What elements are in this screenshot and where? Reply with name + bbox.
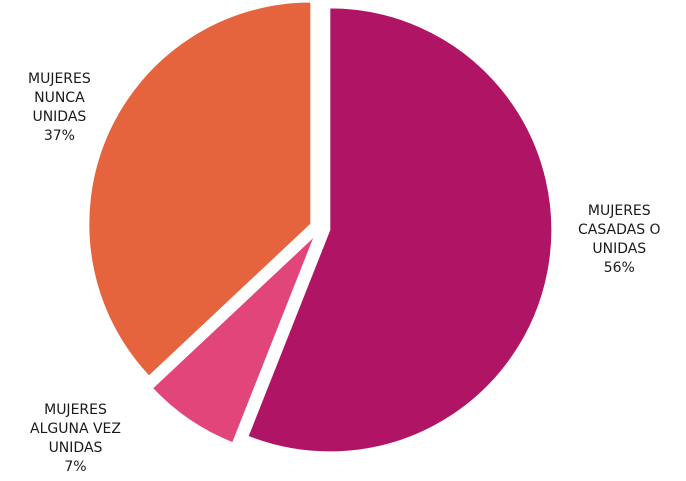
pie-slice-alguna-vez (151, 235, 315, 444)
slice-percent-label: 56% (603, 260, 635, 276)
slice-label-line: UNIDAS (32, 109, 87, 125)
slice-label-line: MUJERES (28, 71, 91, 87)
pie-slices (88, 1, 553, 453)
slice-label-nunca: MUJERES NUNCA UNIDAS 37% (28, 70, 91, 146)
pie-slice-nunca (88, 1, 312, 377)
slice-label-line: NUNCA (34, 90, 85, 106)
slice-label-line: MUJERES (44, 402, 107, 418)
slice-label-line: CASADAS O (578, 222, 661, 238)
pie-slice-casadas (247, 7, 553, 453)
slice-label-line: UNIDAS (592, 241, 647, 257)
slice-percent-label: 37% (43, 128, 75, 144)
slice-percent-label: 7% (64, 459, 87, 475)
slice-label-casadas: MUJERES CASADAS O UNIDAS 56% (578, 202, 661, 278)
slice-label-line: MUJERES (587, 203, 651, 219)
slice-label-line: UNIDAS (48, 440, 103, 456)
slice-label-alguna-vez: MUJERES ALGUNA VEZ UNIDAS 7% (30, 401, 121, 477)
slice-label-line: ALGUNA VEZ (30, 421, 121, 437)
